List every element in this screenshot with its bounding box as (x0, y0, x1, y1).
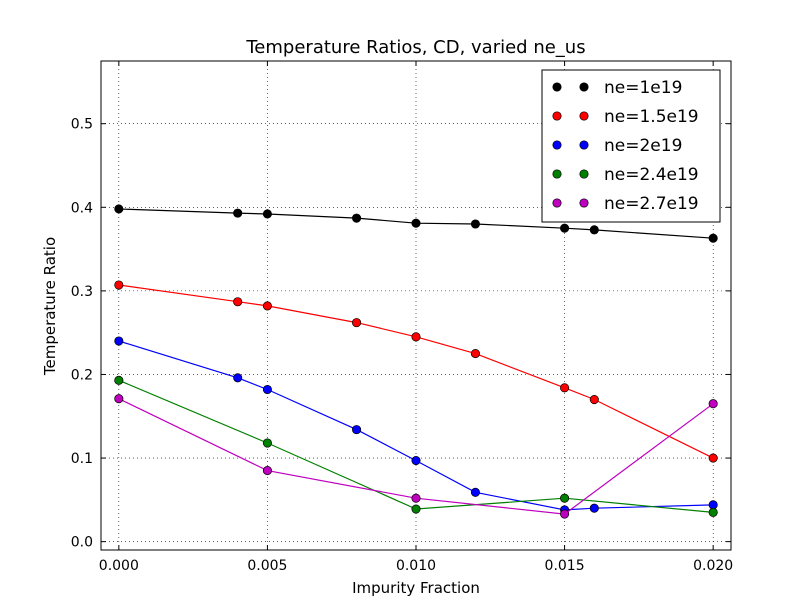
data-point (560, 223, 570, 233)
data-point (708, 233, 718, 243)
legend-marker (579, 111, 589, 121)
data-point (708, 507, 718, 517)
data-point (589, 503, 599, 513)
y-tick-label: 0.5 (71, 117, 93, 133)
data-point (262, 209, 272, 219)
legend-label: ne=2.4e19 (604, 165, 699, 185)
data-point (352, 318, 362, 328)
x-tick-label: 0.015 (545, 558, 585, 574)
data-point (352, 425, 362, 435)
data-point (708, 453, 718, 463)
legend-marker (579, 82, 589, 92)
legend-box (541, 69, 721, 223)
series-3 (114, 336, 718, 515)
y-tick-label: 0.1 (71, 451, 93, 467)
legend-marker (579, 198, 589, 208)
x-tick-label: 0.010 (396, 558, 436, 574)
x-tick-label: 0.000 (99, 558, 139, 574)
legend-marker (552, 111, 562, 121)
data-point (411, 218, 421, 228)
legend-item: ne=2.7e19 (552, 194, 699, 214)
series-1 (114, 204, 718, 243)
data-point (114, 280, 124, 290)
data-point (262, 438, 272, 448)
legend-marker (552, 169, 562, 179)
data-point (470, 349, 480, 359)
series-4 (114, 375, 718, 517)
data-point (411, 332, 421, 342)
legend-marker (579, 140, 589, 150)
data-point (233, 297, 243, 307)
data-point (114, 375, 124, 385)
legend-item: ne=1e19 (552, 78, 682, 98)
data-point (560, 383, 570, 393)
x-tick-label: 0.020 (693, 558, 733, 574)
legend-marker (552, 198, 562, 208)
data-point (411, 493, 421, 503)
legend-label: ne=2e19 (604, 136, 682, 156)
data-point (262, 301, 272, 311)
y-tick-label: 0.4 (71, 200, 93, 216)
data-point (114, 336, 124, 346)
legend-label: ne=1e19 (604, 78, 682, 98)
data-point (262, 384, 272, 395)
data-point (114, 204, 124, 214)
x-tick-label: 0.005 (247, 558, 287, 574)
data-point (352, 213, 362, 223)
legend-label: ne=1.5e19 (604, 107, 699, 127)
legend-marker (552, 82, 562, 92)
data-point (470, 219, 480, 229)
legend-item: ne=1.5e19 (552, 107, 699, 127)
legend-marker (579, 169, 589, 179)
legend-label: ne=2.7e19 (604, 194, 699, 214)
data-point (560, 493, 570, 503)
data-point (708, 500, 718, 510)
y-tick-label: 0.3 (71, 284, 93, 300)
data-point (589, 225, 599, 235)
data-point (411, 456, 421, 466)
legend-item: ne=2e19 (552, 136, 682, 156)
data-point (114, 394, 124, 404)
ticks: 0.000 0.005 0.010 0.015 0.020 0.0 0.1 0.2 0.3 0.4… (71, 61, 733, 574)
data-point (262, 466, 272, 476)
series-2 (114, 280, 718, 463)
legend-marker (552, 140, 562, 150)
chart-title: Temperature Ratios, CD, varied ne_us (245, 37, 585, 58)
y-tick-label: 0.0 (71, 535, 93, 551)
y-axis-label: Temperature Ratio (41, 237, 59, 376)
data-point (411, 504, 421, 514)
data-point (708, 399, 718, 409)
data-point (560, 509, 570, 519)
legend-item: ne=2.4e19 (552, 165, 699, 185)
data-point (233, 208, 243, 218)
data-point (233, 373, 243, 383)
series-5 (114, 394, 718, 519)
data-point (470, 487, 480, 497)
series-layer (114, 204, 718, 519)
x-axis-label: Impurity Fraction (352, 579, 480, 597)
legend: ne=1e19 ne=1.5e19 ne=2e19 ne=2.4e19 ne=2.7e1… (541, 69, 721, 223)
y-tick-label: 0.2 (71, 367, 93, 383)
data-point (589, 394, 599, 405)
